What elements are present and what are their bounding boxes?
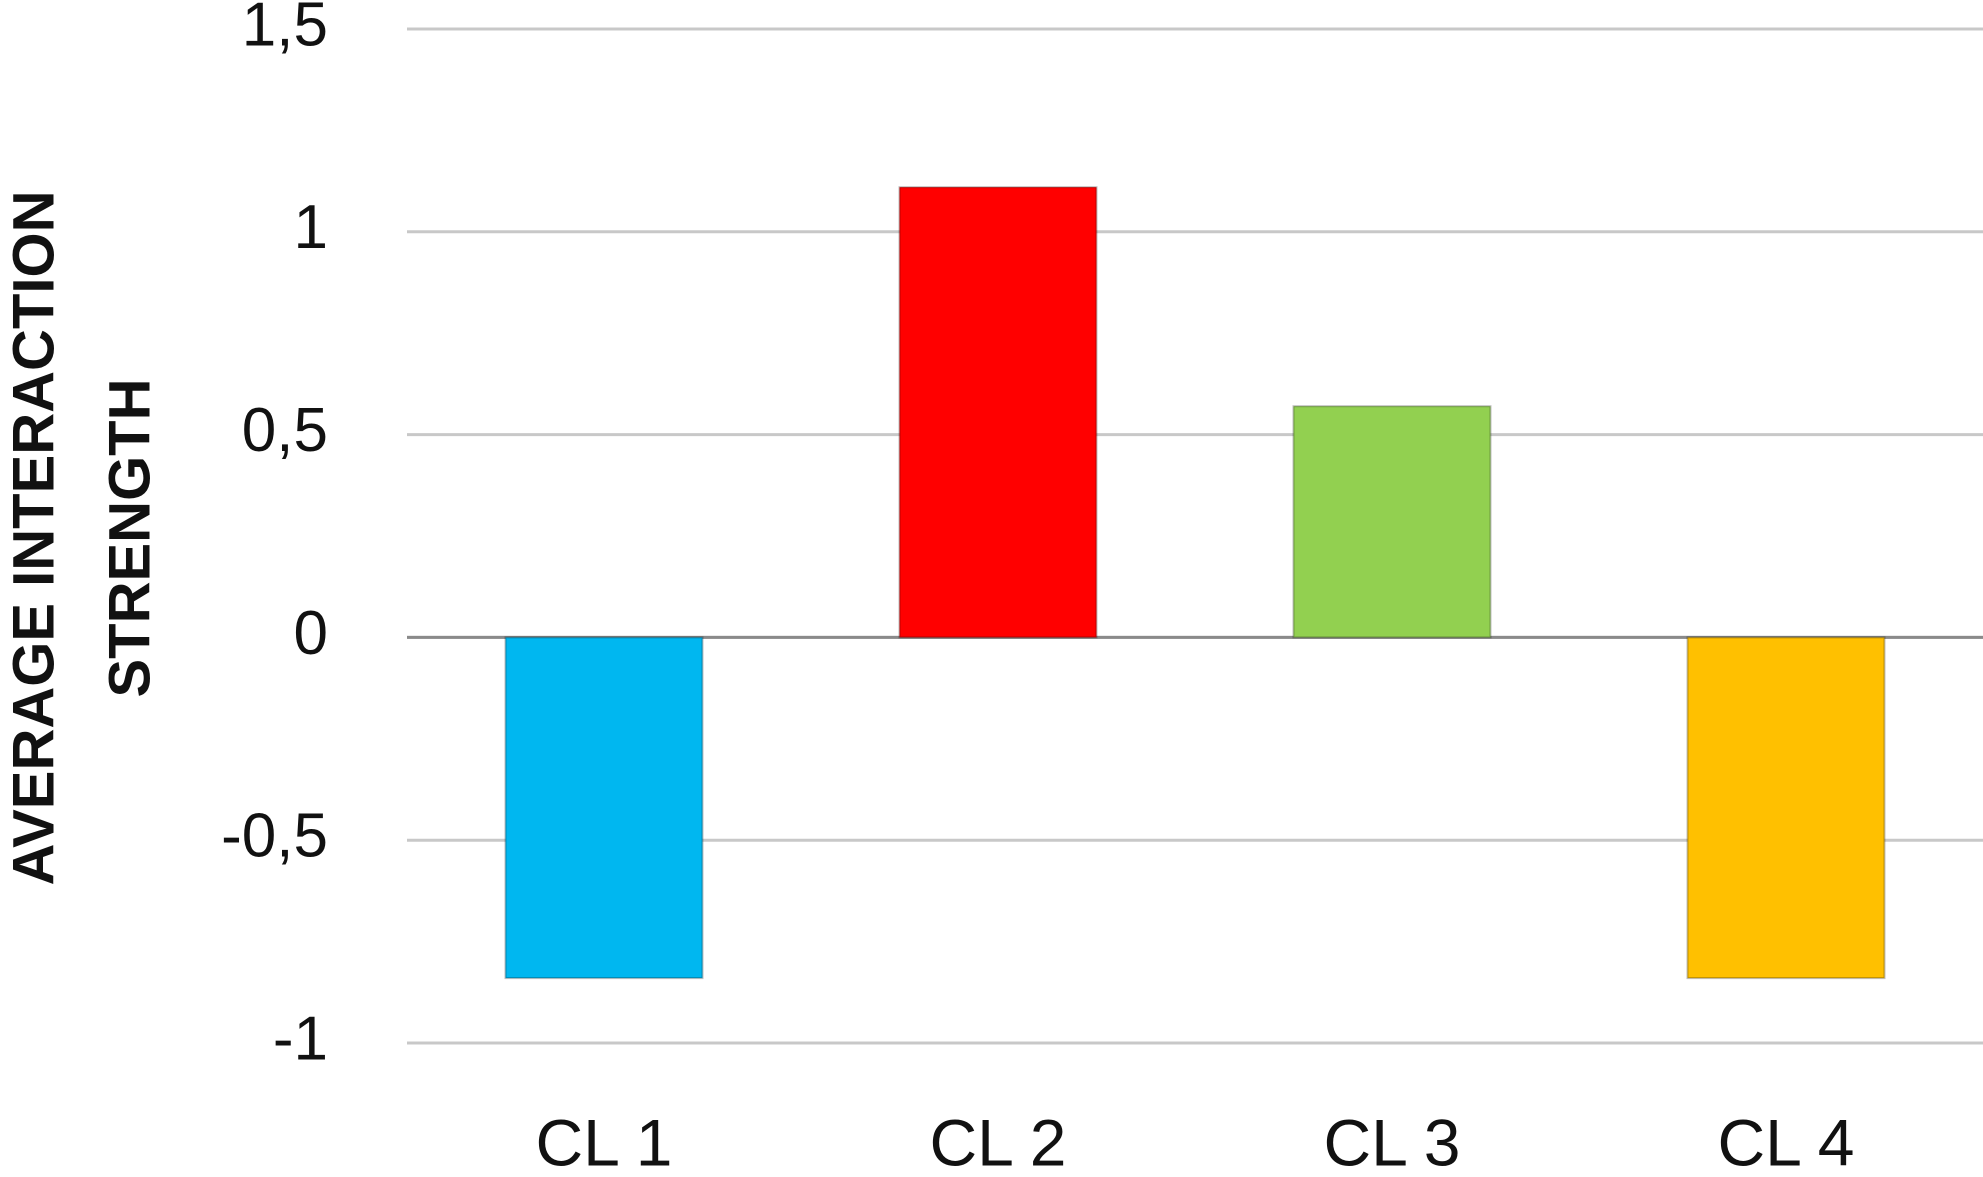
x-tick-label: CL 4 [1718,1105,1855,1177]
x-tick-label: CL 1 [536,1105,673,1177]
y-axis-title: AVERAGE INTERACTION STRENGTH [1,191,162,886]
y-tick-label: 1,5 [242,0,328,59]
y-axis-title-line: AVERAGE INTERACTION [1,191,66,886]
x-tick-label: CL 3 [1324,1105,1461,1177]
x-tick-label: CL 2 [930,1105,1067,1177]
y-tick-label: 0,5 [242,396,328,465]
bar [504,636,704,980]
y-tick-label: -0,5 [221,802,328,871]
y-tick-label: 1 [294,193,328,262]
y-axis-title-line: STRENGTH [97,379,162,698]
bar [898,186,1098,639]
bar [1686,636,1886,980]
y-tick-label: -1 [273,1004,328,1073]
y-tick-label: 0 [294,599,328,668]
bar [1292,405,1492,639]
